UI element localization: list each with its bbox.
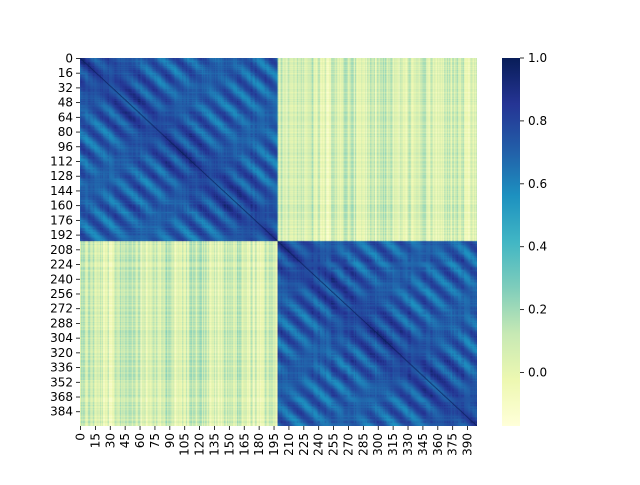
x-tick-label: 300 xyxy=(371,433,385,456)
x-tick-label: 180 xyxy=(252,433,266,456)
y-tick-label: 64 xyxy=(58,110,73,124)
y-tick-label: 288 xyxy=(50,316,73,330)
colorbar-tick-label: 0.2 xyxy=(528,303,547,317)
y-tick-label: 256 xyxy=(50,287,73,301)
colorbar-gradient xyxy=(502,58,520,426)
x-tick-label: 315 xyxy=(386,433,400,456)
heatmap-area xyxy=(80,58,477,426)
colorbar: 0.0 0.2 0.4 0.6 0.8 1.0 xyxy=(502,51,547,426)
colorbar-tick-label: 0.4 xyxy=(528,240,547,254)
y-tick-label: 144 xyxy=(50,184,73,198)
x-tick-label: 285 xyxy=(356,433,370,456)
y-tick-label: 96 xyxy=(58,140,73,154)
y-tick-label: 128 xyxy=(50,169,73,183)
y-tick-label: 112 xyxy=(50,155,73,169)
x-tick-label: 255 xyxy=(327,433,341,456)
x-tick-label: 135 xyxy=(207,433,221,456)
x-tick-label: 360 xyxy=(431,433,445,456)
colorbar-tick-label: 1.0 xyxy=(528,51,547,65)
y-tick-label: 32 xyxy=(58,81,73,95)
x-tick-label: 390 xyxy=(461,433,475,456)
x-tick-label: 240 xyxy=(312,433,326,456)
x-tick-label: 15 xyxy=(88,433,102,448)
y-tick-label: 0 xyxy=(65,51,73,65)
y-tick-label: 304 xyxy=(50,331,73,345)
colorbar-tick-label: 0.8 xyxy=(528,114,547,128)
y-tick-label: 48 xyxy=(58,96,73,110)
x-tick-label: 345 xyxy=(416,433,430,456)
y-tick-label: 176 xyxy=(50,213,73,227)
y-tick-label: 208 xyxy=(50,243,73,257)
y-tick-label: 336 xyxy=(50,361,73,375)
x-axis: 0 15 30 45 60 75 90 105 120 135 150 165 180 195 210 225… xyxy=(73,426,475,456)
y-tick-label: 272 xyxy=(50,302,73,316)
x-tick-label: 375 xyxy=(446,433,460,456)
x-tick-label: 330 xyxy=(401,433,415,456)
y-tick-label: 192 xyxy=(50,228,73,242)
y-axis: 0163248648096112128144160176192208224240… xyxy=(50,51,80,419)
y-tick-label: 352 xyxy=(50,375,73,389)
x-tick-label: 90 xyxy=(163,433,177,448)
heatmap-cells xyxy=(80,58,477,426)
y-tick-label: 320 xyxy=(50,346,73,360)
y-tick-label: 80 xyxy=(58,125,73,139)
x-tick-label: 225 xyxy=(297,433,311,456)
x-tick-label: 75 xyxy=(148,433,162,448)
colorbar-tick-label: 0.6 xyxy=(528,177,547,191)
x-tick-label: 30 xyxy=(103,433,117,448)
y-tick-label: 240 xyxy=(50,272,73,286)
y-tick-label: 384 xyxy=(50,405,73,419)
x-tick-label: 210 xyxy=(282,433,296,456)
x-tick-label: 195 xyxy=(267,433,281,456)
x-tick-label: 120 xyxy=(193,433,207,456)
x-tick-label: 105 xyxy=(178,433,192,456)
y-tick-label: 368 xyxy=(50,390,73,404)
x-tick-label: 60 xyxy=(133,433,147,448)
x-tick-label: 165 xyxy=(237,433,251,456)
y-tick-label: 224 xyxy=(50,258,73,272)
y-tick-label: 160 xyxy=(50,199,73,213)
colorbar-tick-label: 0.0 xyxy=(528,366,547,380)
y-tick-label: 16 xyxy=(58,66,73,80)
x-tick-label: 270 xyxy=(341,433,355,456)
x-tick-label: 45 xyxy=(118,433,132,448)
x-tick-label: 150 xyxy=(222,433,236,456)
x-tick-label: 0 xyxy=(73,433,87,441)
